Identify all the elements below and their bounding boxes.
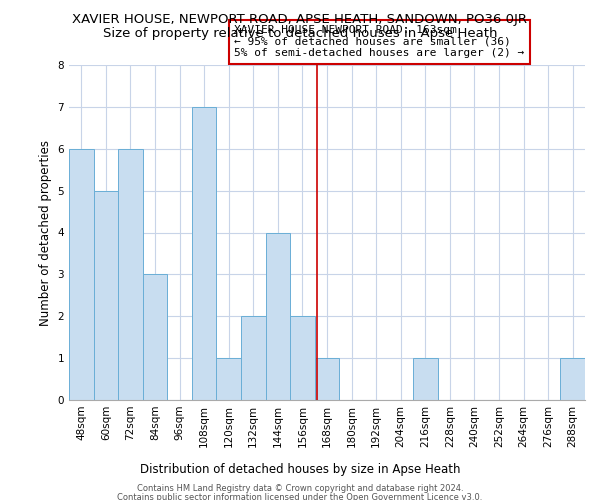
Y-axis label: Number of detached properties: Number of detached properties: [39, 140, 52, 326]
Bar: [241, 316, 266, 400]
Bar: [266, 232, 290, 400]
Text: Contains HM Land Registry data © Crown copyright and database right 2024.: Contains HM Land Registry data © Crown c…: [137, 484, 463, 493]
Bar: [192, 107, 217, 400]
Text: Size of property relative to detached houses in Apse Heath: Size of property relative to detached ho…: [103, 28, 497, 40]
Bar: [217, 358, 241, 400]
Bar: [143, 274, 167, 400]
Bar: [413, 358, 437, 400]
Bar: [315, 358, 339, 400]
Text: XAVIER HOUSE NEWPORT ROAD: 163sqm
← 95% of detached houses are smaller (36)
5% o: XAVIER HOUSE NEWPORT ROAD: 163sqm ← 95% …: [234, 25, 524, 58]
Bar: [560, 358, 585, 400]
Bar: [290, 316, 315, 400]
Text: Distribution of detached houses by size in Apse Heath: Distribution of detached houses by size …: [140, 462, 460, 475]
Text: XAVIER HOUSE, NEWPORT ROAD, APSE HEATH, SANDOWN, PO36 0JR: XAVIER HOUSE, NEWPORT ROAD, APSE HEATH, …: [73, 12, 527, 26]
Bar: [94, 190, 118, 400]
Bar: [118, 149, 143, 400]
Text: Contains public sector information licensed under the Open Government Licence v3: Contains public sector information licen…: [118, 492, 482, 500]
Bar: [69, 149, 94, 400]
